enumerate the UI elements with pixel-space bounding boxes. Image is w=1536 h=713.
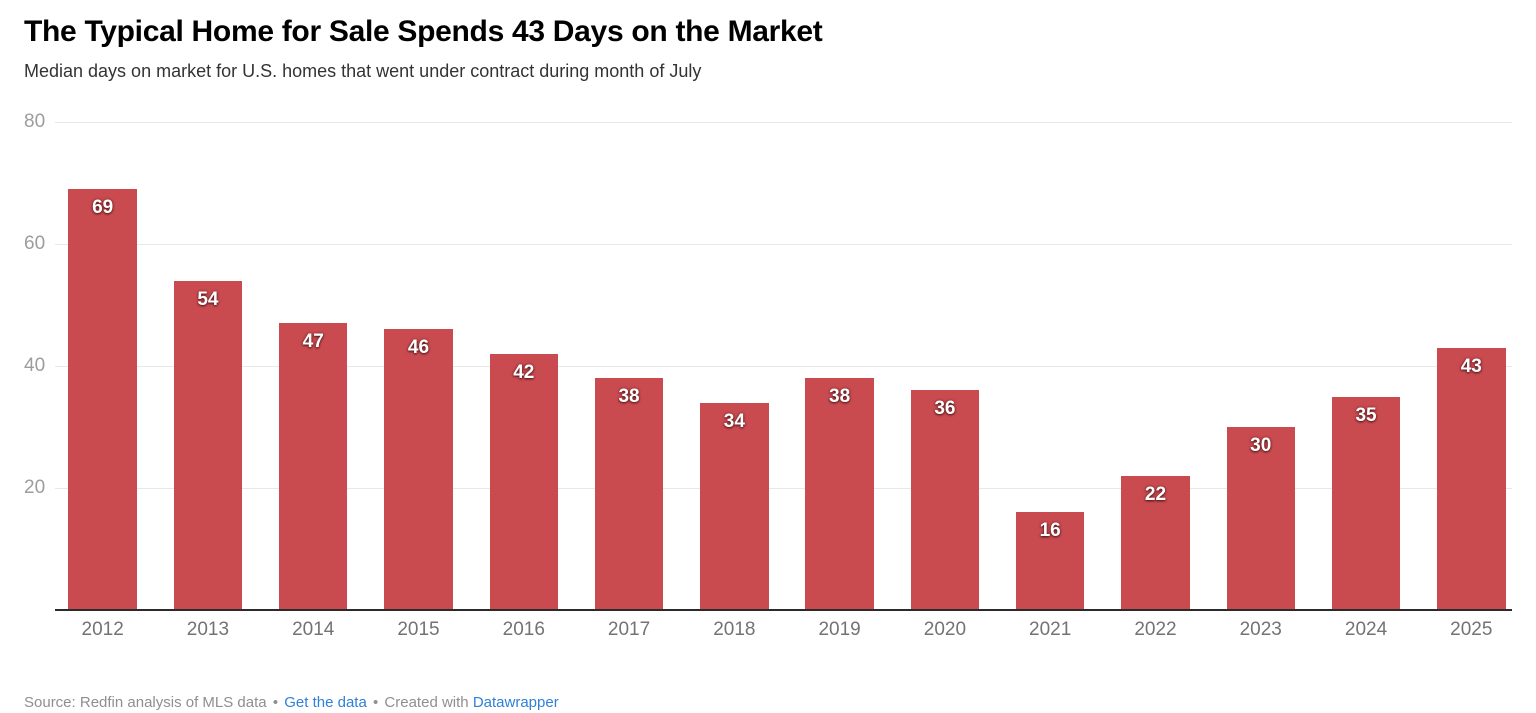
gridline-20 bbox=[55, 488, 1512, 489]
x-axis-label-2013: 2013 bbox=[186, 619, 230, 640]
x-axis-label-2021: 2021 bbox=[1029, 619, 1072, 640]
bar-value-label-2018: 34 bbox=[723, 410, 745, 432]
x-axis-label-2022: 2022 bbox=[1134, 619, 1177, 640]
bar-2024: 35 bbox=[1331, 396, 1401, 610]
bar-2022: 22 bbox=[1121, 475, 1190, 610]
bar-value-label-2016: 42 bbox=[513, 361, 535, 383]
bar-2021: 16 bbox=[1015, 512, 1085, 610]
chart-subtitle: Median days on market for U.S. homes tha… bbox=[24, 61, 702, 81]
bar-2025: 43 bbox=[1437, 347, 1506, 610]
bar-slot-2015: 46 bbox=[366, 122, 471, 610]
bar-2017: 38 bbox=[594, 378, 664, 610]
bar-value-label-2012: 69 bbox=[92, 197, 114, 219]
bar-slot-2021: 16 bbox=[998, 122, 1103, 610]
bar-slot-2017: 38 bbox=[576, 122, 681, 610]
bar-2023: 30 bbox=[1226, 427, 1295, 610]
y-axis-tick-label-40: 40 bbox=[24, 355, 46, 376]
bar-value-label-2024: 35 bbox=[1355, 404, 1377, 426]
x-axis-label-2016: 2016 bbox=[502, 619, 545, 640]
bar-value-label-2021: 16 bbox=[1039, 520, 1061, 542]
bar-slot-2025: 43 bbox=[1419, 122, 1524, 610]
bar-value-label-2019: 38 bbox=[829, 386, 851, 408]
x-axis-label-2020: 2020 bbox=[923, 619, 967, 640]
bar-2019: 38 bbox=[805, 378, 874, 610]
y-axis-tick-label-80: 80 bbox=[24, 111, 46, 132]
bar-slot-2022: 22 bbox=[1103, 122, 1208, 610]
bar-slot-2012: 69 bbox=[50, 122, 155, 610]
y-axis-tick-label-20: 20 bbox=[24, 477, 46, 498]
source-text: Source: Redfin analysis of MLS data bbox=[24, 694, 267, 711]
x-axis-label-2024: 2024 bbox=[1344, 619, 1388, 640]
bar-slot-2023: 30 bbox=[1208, 122, 1313, 610]
gridline-80 bbox=[55, 122, 1512, 123]
bar-slot-2018: 34 bbox=[682, 122, 787, 610]
separator-dot: • bbox=[272, 694, 279, 711]
bar-value-label-2023: 30 bbox=[1250, 435, 1272, 456]
gridline-60 bbox=[55, 244, 1512, 245]
x-axis-baseline bbox=[55, 609, 1512, 611]
created-with-text: Created with bbox=[384, 694, 469, 711]
y-axis-tick-label-60: 60 bbox=[24, 233, 46, 254]
footer: Source: Redfin analysis of MLS data • Ge… bbox=[24, 693, 1512, 713]
gridline-40 bbox=[55, 366, 1512, 367]
bar-value-label-2014: 47 bbox=[302, 331, 324, 353]
bars-layer: 69 54 47 46 42 38 34 38 36 16 22 30 35 43 bbox=[50, 122, 1524, 610]
x-axis-label-2019: 2019 bbox=[818, 619, 861, 640]
bar-value-label-2022: 22 bbox=[1144, 483, 1167, 505]
x-axis-label-2015: 2015 bbox=[397, 619, 440, 640]
bar-slot-2016: 42 bbox=[471, 122, 576, 610]
bar-slot-2020: 36 bbox=[892, 122, 997, 610]
bar-2012: 69 bbox=[68, 189, 137, 610]
bar-value-label-2017: 38 bbox=[618, 386, 640, 408]
bar-2014: 47 bbox=[278, 323, 348, 610]
x-axis-label-2012: 2012 bbox=[81, 619, 124, 640]
x-axis-label-2017: 2017 bbox=[607, 619, 651, 640]
x-axis-labels: 2012 2013 2014 2015 2016 2017 2018 2019 2020 2021… bbox=[50, 619, 1524, 641]
bar-2020: 36 bbox=[910, 390, 980, 610]
x-axis-label-2014: 2014 bbox=[292, 619, 335, 640]
chart-title: The Typical Home for Sale Spends 43 Days… bbox=[24, 15, 823, 48]
get-the-data-link[interactable]: Get the data bbox=[284, 694, 367, 711]
bar-2013: 54 bbox=[173, 280, 243, 610]
separator-dot: • bbox=[372, 694, 379, 711]
bar-2018: 34 bbox=[700, 402, 769, 610]
x-axis-label-2025: 2025 bbox=[1450, 619, 1493, 640]
bar-value-label-2020: 36 bbox=[934, 398, 956, 420]
bar-2015: 46 bbox=[384, 329, 453, 610]
x-axis-label-2023: 2023 bbox=[1239, 619, 1282, 640]
bar-value-label-2013: 54 bbox=[197, 288, 219, 310]
bar-chart: 20 40 60 80 69 54 47 46 42 38 34 38 36 16 22 30 35 43 20… bbox=[24, 97, 1512, 657]
bar-slot-2019: 38 bbox=[787, 122, 892, 610]
bar-slot-2014: 47 bbox=[261, 122, 366, 610]
bar-slot-2024: 35 bbox=[1313, 122, 1418, 610]
bar-slot-2013: 54 bbox=[155, 122, 260, 610]
x-axis-label-2018: 2018 bbox=[713, 619, 756, 640]
bar-value-label-2015: 46 bbox=[407, 337, 430, 359]
datawrapper-link[interactable]: Datawrapper bbox=[472, 694, 559, 711]
bar-2016: 42 bbox=[489, 353, 558, 610]
bar-value-label-2025: 43 bbox=[1460, 355, 1482, 377]
